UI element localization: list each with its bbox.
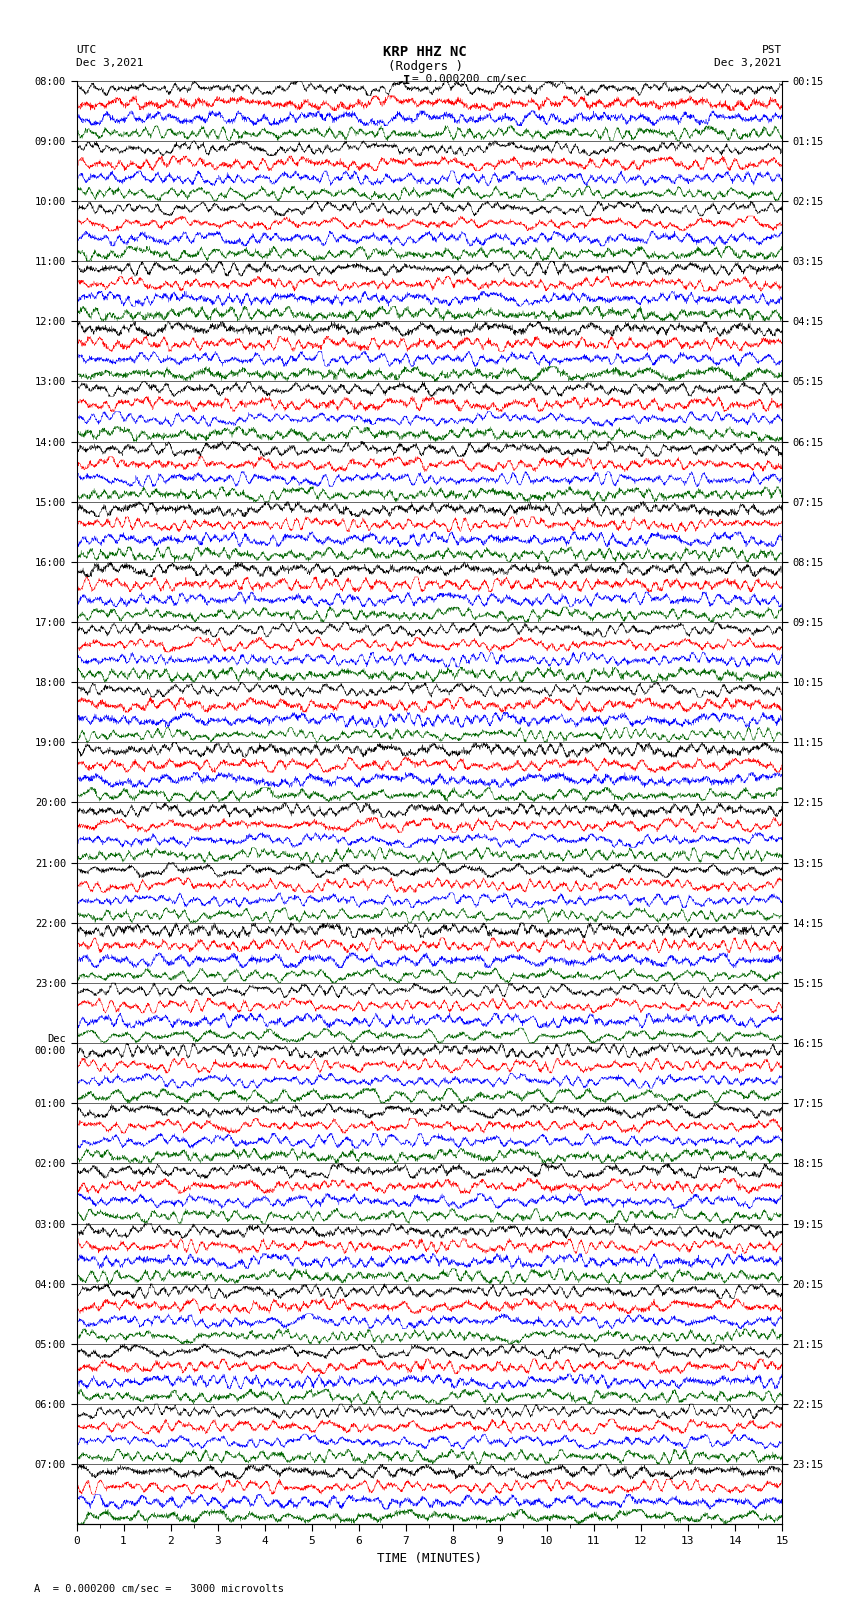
Text: KRP HHZ NC: KRP HHZ NC: [383, 45, 467, 60]
Text: A  = 0.000200 cm/sec =   3000 microvolts: A = 0.000200 cm/sec = 3000 microvolts: [34, 1584, 284, 1594]
Text: I: I: [403, 74, 410, 87]
Text: Dec 3,2021: Dec 3,2021: [715, 58, 782, 68]
Text: Dec 3,2021: Dec 3,2021: [76, 58, 144, 68]
Text: UTC: UTC: [76, 45, 97, 55]
Text: PST: PST: [762, 45, 782, 55]
Text: (Rodgers ): (Rodgers ): [388, 60, 462, 73]
X-axis label: TIME (MINUTES): TIME (MINUTES): [377, 1552, 482, 1565]
Text: = 0.000200 cm/sec: = 0.000200 cm/sec: [412, 74, 527, 84]
